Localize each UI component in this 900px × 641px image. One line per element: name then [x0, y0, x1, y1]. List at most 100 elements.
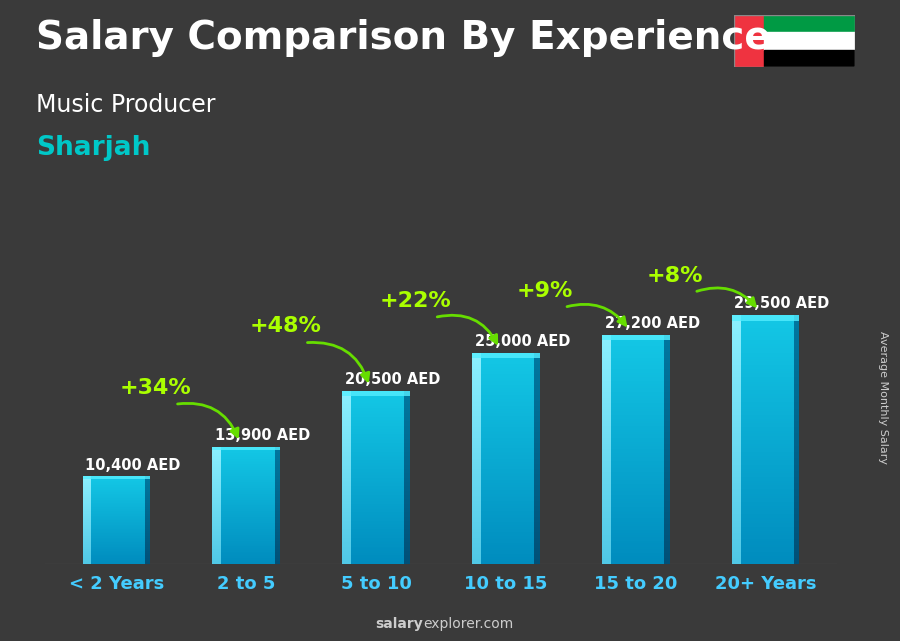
Bar — [472, 394, 540, 395]
Bar — [732, 332, 741, 334]
Bar — [602, 510, 670, 512]
Bar — [794, 552, 799, 554]
Bar — [602, 455, 670, 457]
Bar — [83, 492, 92, 493]
Bar — [83, 513, 150, 514]
Bar — [83, 556, 150, 557]
Bar — [664, 434, 670, 436]
Bar — [212, 512, 280, 513]
Bar — [732, 452, 799, 454]
Bar — [472, 474, 481, 476]
Bar — [472, 462, 481, 464]
Bar — [212, 554, 221, 555]
Bar — [404, 406, 410, 407]
Bar — [212, 529, 280, 530]
Bar — [212, 513, 280, 514]
Bar — [342, 413, 351, 414]
Bar — [472, 408, 481, 410]
Bar — [212, 482, 280, 483]
Text: +9%: +9% — [517, 281, 573, 301]
Bar — [602, 419, 670, 420]
Bar — [732, 490, 799, 492]
Bar — [602, 420, 670, 422]
Bar — [794, 419, 799, 421]
Bar — [602, 398, 611, 400]
Bar — [404, 404, 410, 406]
Bar — [83, 550, 92, 551]
Bar — [212, 531, 280, 532]
Bar — [535, 432, 540, 434]
Bar — [732, 315, 799, 317]
Bar — [83, 484, 92, 485]
Bar — [83, 506, 150, 507]
Bar — [472, 392, 540, 394]
Bar — [145, 505, 150, 506]
Bar — [664, 518, 670, 520]
Bar — [664, 422, 670, 424]
Text: 29,500 AED: 29,500 AED — [734, 296, 830, 312]
Bar — [145, 519, 150, 520]
Bar — [83, 539, 92, 540]
Bar — [83, 529, 92, 531]
Bar — [274, 504, 280, 506]
Bar — [535, 555, 540, 557]
Bar — [732, 514, 799, 517]
Bar — [732, 458, 799, 460]
Bar — [664, 338, 670, 340]
Bar — [535, 358, 540, 360]
Bar — [342, 403, 351, 404]
Bar — [342, 494, 410, 495]
Bar — [535, 420, 540, 422]
Bar — [535, 492, 540, 494]
Bar — [472, 459, 540, 460]
Bar — [732, 541, 741, 544]
Bar — [794, 448, 799, 450]
Bar — [404, 524, 410, 525]
Bar — [602, 484, 670, 486]
Bar — [342, 440, 351, 442]
Bar — [472, 488, 481, 490]
Bar — [602, 457, 670, 459]
Bar — [404, 550, 410, 551]
Bar — [274, 512, 280, 513]
Bar — [212, 538, 280, 540]
Bar — [664, 551, 670, 553]
Bar — [212, 481, 280, 482]
Bar — [212, 471, 221, 472]
Bar — [83, 543, 92, 544]
Bar — [342, 394, 410, 395]
Bar — [664, 488, 670, 490]
Bar — [212, 521, 221, 522]
Bar — [342, 553, 410, 554]
Bar — [83, 545, 92, 547]
Bar — [472, 474, 540, 476]
Bar — [342, 408, 351, 410]
Bar — [342, 443, 351, 444]
Bar — [664, 529, 670, 531]
Bar — [664, 358, 670, 360]
Bar — [732, 379, 741, 381]
Bar — [732, 560, 799, 562]
Bar — [145, 539, 150, 540]
Bar — [274, 463, 280, 465]
Bar — [602, 547, 611, 549]
Bar — [602, 411, 670, 413]
Bar — [535, 412, 540, 413]
Bar — [794, 438, 799, 440]
Bar — [342, 499, 410, 501]
Bar — [602, 510, 611, 512]
Bar — [83, 502, 92, 503]
Bar — [664, 486, 670, 488]
Bar — [602, 365, 611, 367]
Bar — [602, 436, 670, 438]
Bar — [472, 520, 481, 522]
Bar — [472, 455, 481, 457]
Bar — [794, 415, 799, 417]
Bar — [732, 428, 741, 429]
Bar — [274, 536, 280, 537]
Bar — [145, 513, 150, 514]
Bar — [732, 562, 799, 564]
Bar — [404, 488, 410, 489]
Bar — [83, 507, 92, 508]
Bar — [212, 494, 280, 495]
